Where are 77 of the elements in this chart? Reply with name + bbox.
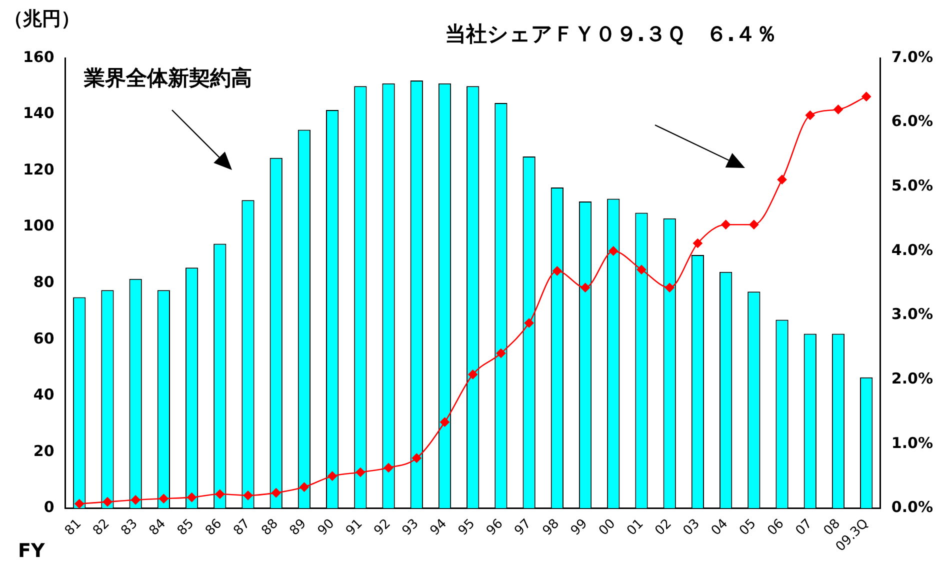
x-tick-label: 96 [484,516,506,539]
y-axis-title: （兆円） [4,7,80,32]
x-tick-label: 91 [343,516,366,539]
y-tick-label: 60 [33,329,54,348]
y-tick-label: 100 [23,216,54,235]
y-tick-label: 160 [23,48,54,66]
point [805,110,815,120]
y-tick-label: 140 [23,104,54,122]
y-tick-label: 40 [33,386,54,404]
x-tick-label: 97 [512,516,534,539]
x-tick-label: 87 [230,516,254,539]
point [412,453,422,463]
y-tick-label: 120 [23,160,54,178]
point [552,266,562,276]
y2-tick-label: 1.0% [891,434,934,452]
x-tick-label: 92 [371,516,394,539]
annotation: 業界全体新契約高 [84,65,252,92]
y-tick-label: 0 [44,498,54,516]
x-axis-title: FY [18,540,45,562]
x-tick-label: 03 [680,516,703,539]
x-tick-label: 94 [428,516,450,539]
x-tick-label: 81 [62,516,85,539]
chart-title: 当社シェアＦＹ０９.３Ｑ ６.４％ [445,21,777,48]
point [693,238,702,248]
x-tick-label: 99 [568,516,590,539]
x-tick-label: 07 [793,516,816,539]
point [721,220,730,230]
point [749,220,759,230]
point [580,282,590,292]
y2-tick-label: 5.0% [891,176,934,195]
x-tick-label: 95 [456,516,478,539]
y-tick-label: 20 [33,442,54,460]
x-tick-label: 01 [624,516,647,539]
y2-tick-label: 6.0% [891,112,934,130]
y2-tick-label: 7.0% [891,48,934,66]
point [356,468,366,477]
y2-tick-label: 0.0% [891,498,934,516]
x-tick-label: 86 [202,516,226,539]
x-tick-label: 83 [118,516,141,539]
x-tick-label: 06 [764,516,788,539]
point [608,246,618,256]
point [524,318,534,328]
x-tick-label: 85 [174,516,198,539]
point [862,92,871,102]
point [102,497,112,506]
x-tick-label: 88 [259,516,282,539]
x-tick-label: 05 [736,516,760,539]
point [440,417,450,427]
x-tick-label: 02 [652,516,675,539]
x-tick-label: 84 [146,516,169,539]
x-tick-label: 90 [315,516,338,539]
point [300,482,309,492]
point [468,370,478,380]
y2-tick-label: 3.0% [891,305,934,324]
y-tick-label: 80 [33,273,54,292]
point [384,463,394,472]
point [664,282,674,292]
x-tick-label: 98 [540,516,562,539]
point [74,499,84,508]
point [243,490,253,500]
x-tick-label: 93 [400,516,422,539]
point [187,492,196,502]
point [777,174,787,184]
x-tick-label: 89 [287,516,310,539]
y2-tick-label: 4.0% [891,240,934,259]
point [215,489,225,499]
y2-tick-label: 2.0% [891,370,934,388]
point [496,348,506,358]
point [834,104,843,114]
point [159,494,168,504]
point [636,264,646,274]
point [271,488,281,498]
point [328,471,337,481]
x-tick-label: 00 [596,516,619,539]
x-tick-label: 04 [708,516,732,539]
x-tick-label: 82 [90,516,113,539]
point [130,495,140,505]
